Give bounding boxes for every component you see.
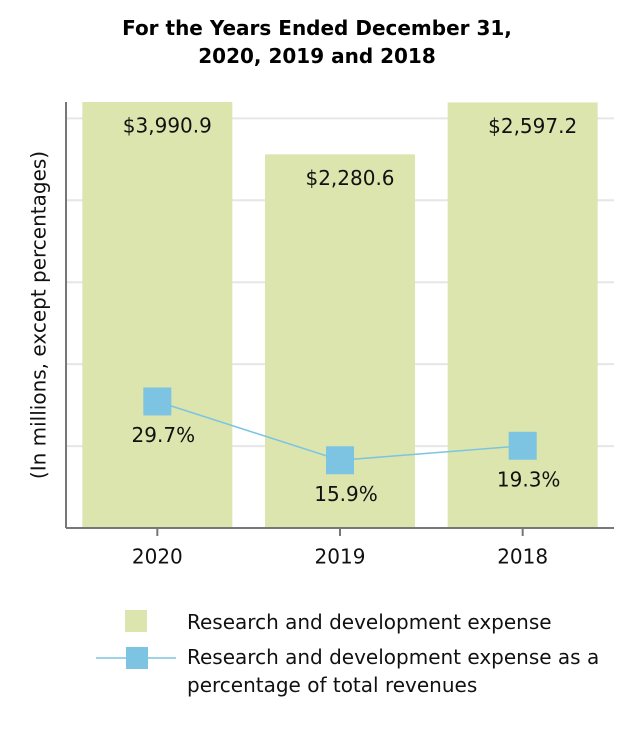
line-value-label: 15.9% xyxy=(314,482,378,506)
bar xyxy=(82,102,233,528)
line-marker xyxy=(508,431,537,460)
x-tick-label: 2020 xyxy=(132,545,183,569)
bar-value-label: $2,597.2 xyxy=(488,114,577,138)
bar xyxy=(447,102,598,528)
legend-label: Research and development expense as a pe… xyxy=(187,645,600,697)
x-tick-label: 2018 xyxy=(497,545,548,569)
line-value-label: 19.3% xyxy=(497,467,561,491)
legend-swatch xyxy=(125,610,147,632)
legend-label: Research and development expense xyxy=(187,610,552,634)
bar-value-label: $3,990.9 xyxy=(123,114,212,138)
x-tick-label: 2019 xyxy=(315,545,366,569)
line-value-label: 29.7% xyxy=(132,423,196,447)
line-marker xyxy=(143,387,172,416)
chart-title: For the Years Ended December 31, 2020, 2… xyxy=(122,16,512,68)
line-marker xyxy=(326,446,354,475)
legend-marker xyxy=(126,647,148,669)
y-axis-label: (In millions, except percentages) xyxy=(27,151,51,479)
bar-value-label: $2,280.6 xyxy=(305,166,394,190)
